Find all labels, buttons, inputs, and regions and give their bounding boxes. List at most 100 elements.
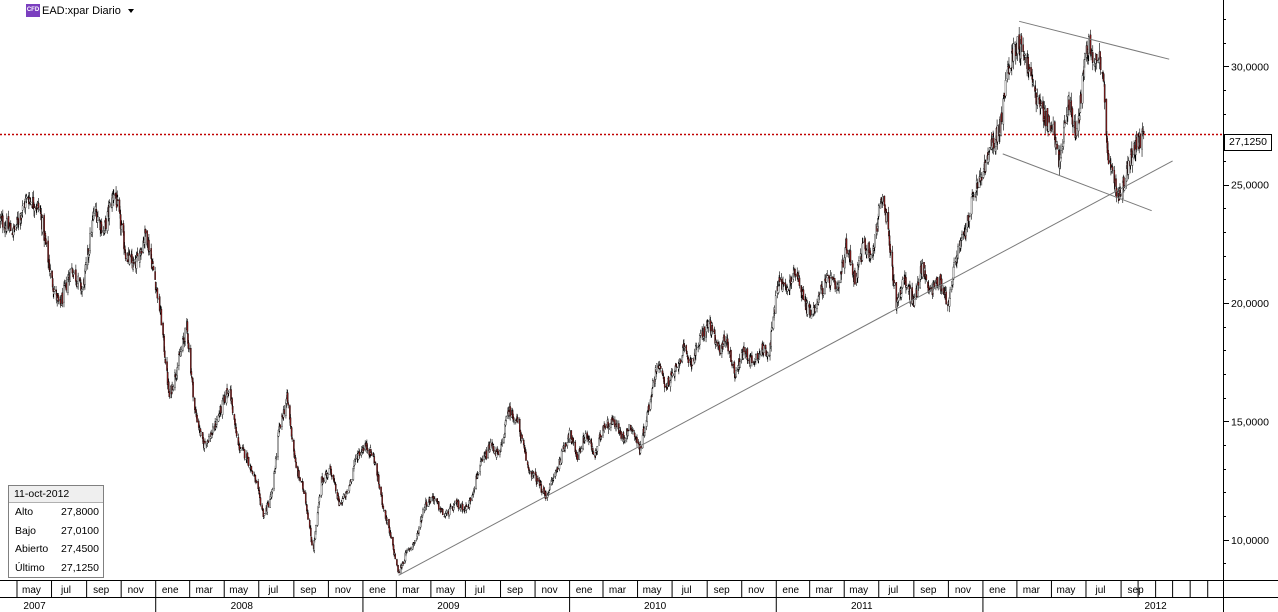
candle-body [755, 354, 757, 360]
symbol-selector[interactable]: CFD EAD:xpar Diario [26, 3, 134, 18]
candle-body [1084, 53, 1086, 60]
candle-body [362, 448, 365, 451]
candle-body [79, 279, 82, 281]
candle-body [592, 448, 594, 452]
candle-body [216, 419, 218, 425]
month-label: mar [402, 585, 420, 596]
candle-body [303, 490, 305, 495]
month-label: may [229, 585, 248, 596]
candle-body [743, 346, 745, 353]
candle-body [1064, 121, 1066, 124]
year-label: 2011 [851, 601, 873, 612]
candle-body [174, 372, 176, 388]
candle-body [140, 251, 143, 254]
candle-body [135, 257, 138, 269]
candle-body [628, 424, 630, 431]
candle-body [291, 437, 293, 440]
candle-body [874, 234, 876, 248]
candle-body [526, 461, 529, 465]
candle-body [366, 447, 369, 451]
candle-body [441, 508, 444, 516]
candle-body [522, 439, 525, 446]
candle-body [849, 250, 852, 266]
candle-body [711, 325, 714, 332]
candle-body [1074, 121, 1076, 138]
candle-body [345, 491, 347, 497]
month-label: ene [162, 585, 179, 596]
candle-body [885, 212, 888, 222]
candle-body [477, 472, 480, 475]
candle-body [1088, 36, 1090, 54]
year-label: 2012 [1144, 601, 1167, 612]
candle-body [992, 137, 995, 149]
y-tick-label: 10,0000 [1231, 535, 1269, 547]
candle-body [695, 345, 698, 347]
candle-body [279, 424, 282, 428]
candle-body [719, 352, 721, 355]
candle-body [794, 274, 797, 277]
candle-body [331, 475, 333, 477]
candle-body [77, 275, 79, 285]
candle-body [421, 515, 423, 521]
month-label: sep [714, 585, 731, 596]
candle-body [503, 437, 505, 443]
candle-body [770, 327, 773, 331]
candle-body [1052, 123, 1054, 133]
candle-body [810, 314, 813, 319]
candle-body [295, 462, 297, 468]
candle-body [131, 254, 133, 264]
candle-body [529, 470, 531, 473]
candle-body [1139, 135, 1142, 148]
info-row-high: Alto 27,8000 [9, 503, 103, 522]
candle-body [1048, 116, 1050, 123]
candle-body [1012, 43, 1015, 62]
month-label: jul [681, 585, 692, 596]
candle-body [116, 199, 119, 201]
candle-body [945, 291, 947, 305]
candle-body [57, 295, 60, 302]
candle-body [1131, 157, 1134, 166]
candle-body [495, 451, 498, 458]
candle-body [434, 498, 436, 501]
candle-body [842, 259, 844, 268]
month-label: jul [1094, 585, 1105, 596]
candle-body [204, 440, 206, 444]
candle-body [891, 251, 894, 267]
candle-body [778, 277, 781, 282]
candlestick-series [0, 27, 1145, 574]
candle-body [166, 371, 169, 385]
candle-body [89, 233, 91, 251]
candle-body [1014, 41, 1016, 45]
candle-body [416, 533, 419, 537]
month-label: sep [93, 585, 110, 596]
year-label: 2008 [231, 601, 254, 612]
candle-body [1127, 160, 1130, 175]
candle-body [699, 333, 702, 336]
candle-body [1032, 84, 1035, 86]
candle-body [261, 505, 263, 510]
candle-body [633, 432, 636, 437]
chevron-down-icon[interactable] [127, 8, 134, 13]
candle-body [877, 218, 879, 227]
candle-body [53, 291, 55, 295]
candle-body [691, 358, 694, 366]
candle-body [1095, 54, 1098, 62]
candle-body [1071, 108, 1074, 125]
candle-body [106, 211, 109, 232]
candle-body [1105, 98, 1108, 136]
candle-body [350, 479, 353, 482]
candle-body [806, 302, 809, 315]
ohlc-info-panel: 11-oct-2012 Alto 27,8000 Bajo 27,0100 Ab… [8, 485, 104, 578]
candle-body [570, 430, 573, 443]
candle-body [378, 484, 381, 489]
candle-body [370, 452, 373, 456]
candle-body [925, 275, 928, 280]
candle-body [36, 208, 38, 210]
candle-body [969, 215, 971, 217]
candle-body [854, 270, 856, 285]
candle-body [671, 373, 674, 377]
candle-body [988, 147, 991, 151]
candle-body [150, 248, 152, 259]
candle-body [1063, 127, 1065, 143]
